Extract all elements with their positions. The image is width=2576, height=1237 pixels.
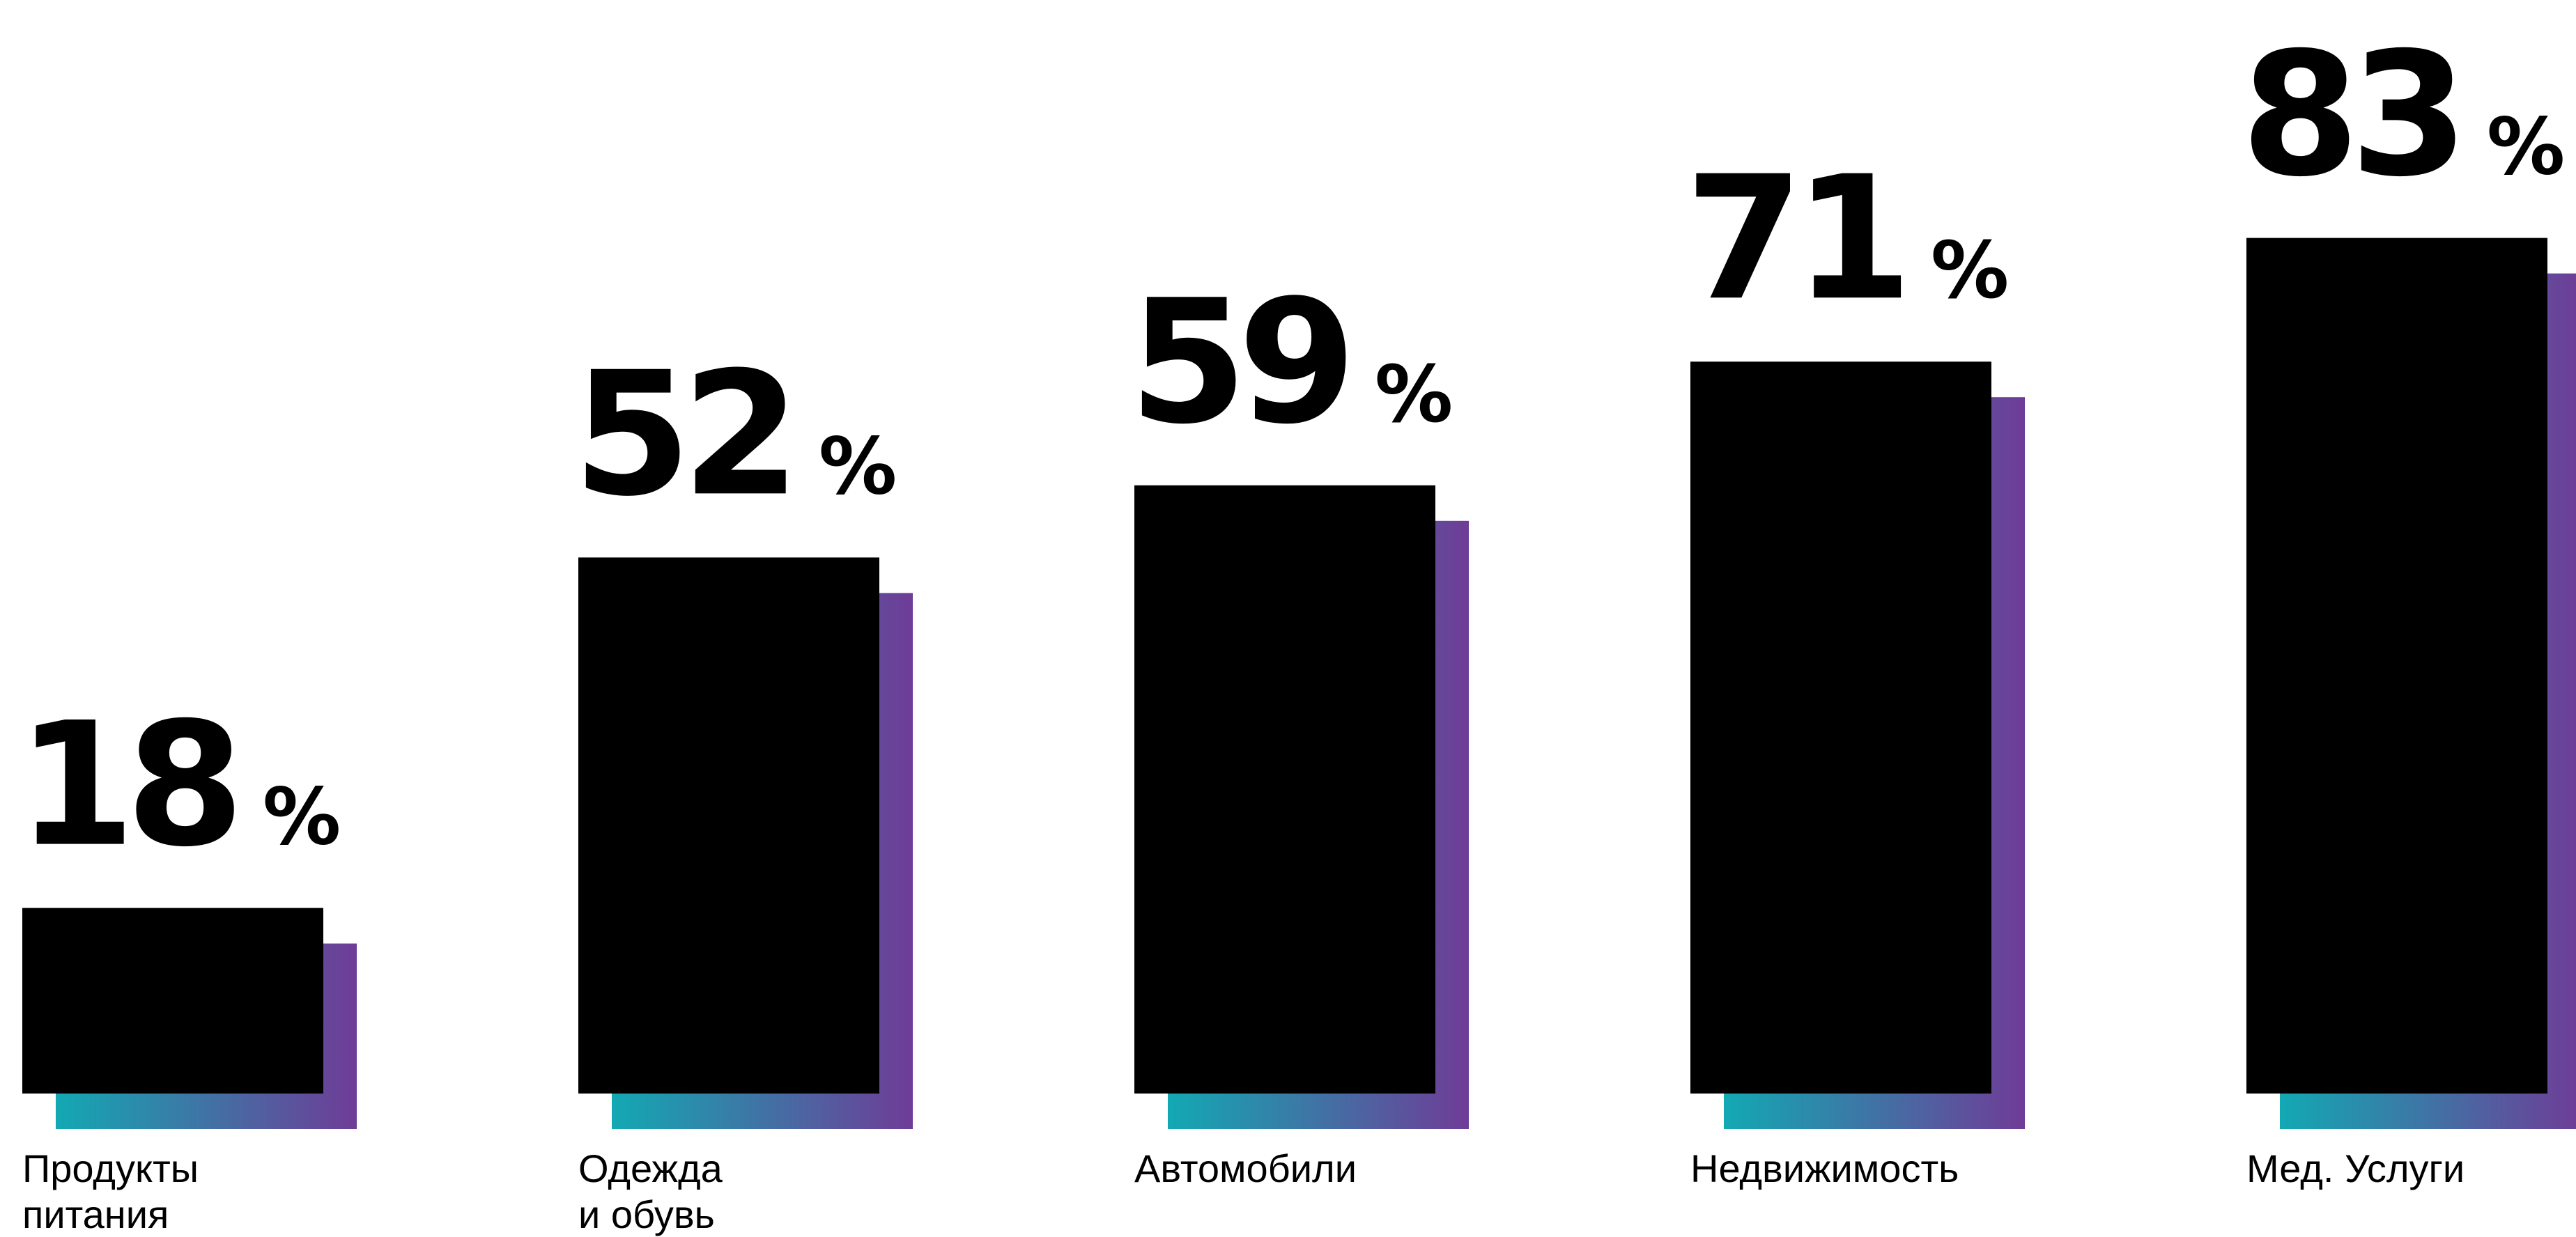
value-number: 83 <box>2241 16 2459 215</box>
value-label: 18% <box>17 686 341 885</box>
bar-group-5: 83 % Мед. Услуги <box>2241 16 2576 1190</box>
category-label: и обувь <box>578 1192 715 1236</box>
bar-group-3: 59 % Автомобили <box>1129 263 1469 1190</box>
bar-group-4: 71 % Недвижимость <box>1685 139 2025 1190</box>
category-label: Одежда <box>578 1146 723 1190</box>
bar <box>22 908 323 1094</box>
bar <box>1690 361 1991 1094</box>
value-unit: % <box>2487 102 2565 193</box>
value-unit: % <box>819 421 897 512</box>
bar <box>2246 238 2547 1094</box>
value-label: 59% <box>1129 263 1453 462</box>
value-number: 59 <box>1129 263 1347 462</box>
bar <box>1134 485 1435 1094</box>
category-label: Мед. Услуги <box>2246 1146 2465 1190</box>
category-label: Автомобили <box>1134 1146 1357 1190</box>
bar <box>578 557 879 1094</box>
value-label: 71% <box>1685 139 2009 338</box>
value-number: 52 <box>573 335 791 534</box>
category-label: Продукты <box>22 1146 199 1190</box>
value-number: 18 <box>17 686 235 885</box>
category-label: питания <box>22 1192 169 1236</box>
value-unit: % <box>1931 226 2009 316</box>
category-label: Недвижимость <box>1690 1146 1959 1190</box>
value-label: 83% <box>2241 16 2565 215</box>
value-unit: % <box>263 772 341 863</box>
value-number: 71 <box>1685 139 1903 338</box>
value-unit: % <box>1375 350 1453 440</box>
value-label: 52% <box>573 335 897 534</box>
